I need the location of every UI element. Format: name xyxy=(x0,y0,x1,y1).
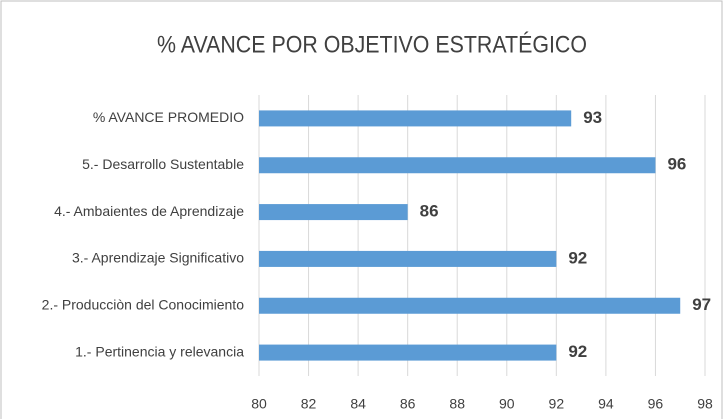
x-tick-label: 90 xyxy=(499,396,515,412)
x-tick-label: 86 xyxy=(400,396,416,412)
y-tick-label: 2.- Producciòn del Conocimiento xyxy=(42,296,245,312)
data-label: 96 xyxy=(667,155,686,174)
bar xyxy=(259,157,656,174)
x-tick-label: 94 xyxy=(598,396,614,412)
x-tick-label: 96 xyxy=(648,396,664,412)
data-label: 92 xyxy=(568,342,587,361)
bar xyxy=(259,250,557,267)
data-label: 86 xyxy=(420,202,439,221)
data-label: 97 xyxy=(692,295,711,314)
bar xyxy=(259,297,681,314)
x-tick-label: 92 xyxy=(549,396,565,412)
x-tick-label: 80 xyxy=(251,396,267,412)
y-tick-label: 4.- Ambaientes de Aprendizaje xyxy=(54,203,244,219)
x-tick-label: 84 xyxy=(350,396,366,412)
bar xyxy=(259,204,408,221)
x-tick-label: 82 xyxy=(301,396,317,412)
y-tick-label: 1.- Pertinencia y relevancia xyxy=(75,343,244,359)
y-tick-label: 3.- Aprendizaje Significativo xyxy=(72,250,244,266)
bar xyxy=(259,110,572,127)
x-tick-label: 98 xyxy=(697,396,713,412)
x-tick-label: 88 xyxy=(449,396,465,412)
y-tick-label: 5.- Desarrollo Sustentable xyxy=(82,156,244,172)
data-label: 92 xyxy=(568,248,587,267)
chart-title: % AVANCE POR OBJETIVO ESTRATÉGICO xyxy=(157,31,587,58)
bar xyxy=(259,344,557,361)
y-tick-label: % AVANCE PROMEDIO xyxy=(93,109,244,125)
data-label: 93 xyxy=(583,108,602,127)
